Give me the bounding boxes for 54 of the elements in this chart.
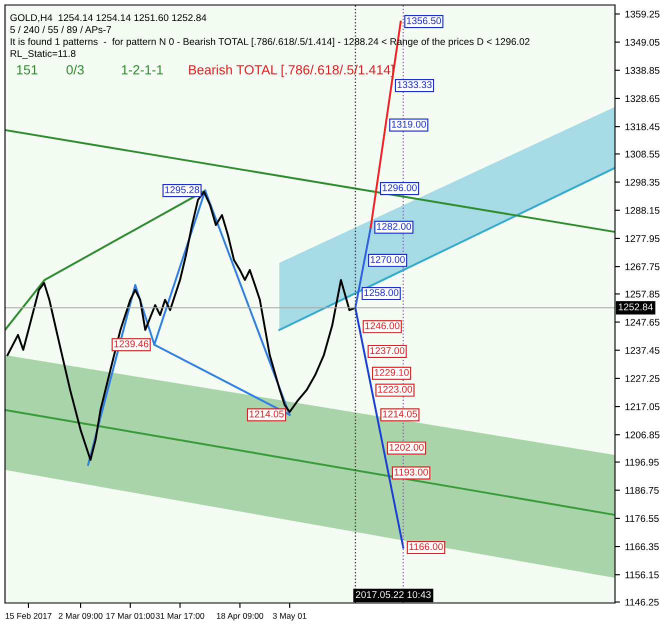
- y-tick-label: 1267.75: [625, 263, 660, 270]
- annotation: 1319.00: [392, 120, 426, 128]
- y-tick-label: 1206.85: [625, 431, 660, 438]
- ref-line-label: 2017.05.22 10:43: [356, 591, 431, 598]
- annotation: 1296.00: [382, 184, 417, 192]
- x-tick-label: 3 May 01: [272, 612, 306, 620]
- annotation: 1223.00: [378, 386, 412, 393]
- annotation: 151: [16, 65, 38, 74]
- annotation: 1356.50: [406, 17, 442, 24]
- annotation: 1333.33: [398, 81, 432, 88]
- x-tick-label: 18 Apr 09:00: [216, 612, 264, 620]
- y-tick-label: 1318.45: [625, 123, 660, 130]
- annotation: 1239.46: [114, 340, 148, 348]
- y-tick-label: 1298.35: [625, 178, 660, 186]
- y-tick-label: 1257.85: [625, 290, 660, 298]
- annotation: RL_Static=11.8: [10, 50, 76, 59]
- y-tick-label: 1146.25: [625, 598, 659, 606]
- y-tick-label: 1166.35: [625, 543, 659, 550]
- annotation: 1229.10: [374, 369, 409, 376]
- annotation: 1202.00: [390, 444, 424, 451]
- annotation: 1270.00: [370, 256, 405, 263]
- y-tick-label: 1277.95: [625, 235, 660, 242]
- annotation: 1237.00: [370, 347, 404, 354]
- x-tick-label: 15 Feb 2017: [6, 612, 52, 619]
- y-tick-label: 1308.55: [625, 150, 660, 158]
- x-tick-label: 17 Mar 01:00: [106, 612, 155, 619]
- annotation: 1282.00: [377, 222, 412, 230]
- annotation: 5 / 240 / 55 / 89 / APs-7: [10, 26, 111, 34]
- y-tick-label: 1328.65: [625, 95, 660, 102]
- annotation: 1214.05: [250, 410, 284, 418]
- y-tick-label: 1186.75: [625, 486, 659, 494]
- x-tick-label: 2 Mar 09:00: [58, 612, 102, 619]
- annotation: GOLD,H4 1254.14 1254.14 1251.60 1252.84: [10, 14, 206, 22]
- annotation: 1258.00: [364, 289, 398, 296]
- y-tick-label: 1196.95: [625, 458, 659, 466]
- x-tick-label: 31 Mar 17:00: [156, 612, 204, 619]
- y-tick-label: 1349.05: [625, 38, 660, 46]
- y-tick-label: 1338.85: [625, 67, 660, 74]
- annotation: 1193.00: [394, 468, 428, 476]
- annotation: 1-2-1-1: [122, 65, 163, 74]
- y-tick-label: 1156.15: [625, 571, 659, 578]
- y-tick-label: 1237.45: [625, 346, 660, 354]
- annotation: 0/3: [66, 64, 84, 74]
- y-tick-label: 1227.25: [625, 375, 660, 382]
- annotation: 1295.28: [165, 186, 200, 194]
- annotation: 1246.00: [365, 322, 400, 330]
- y-tick-label: 1217.05: [625, 403, 660, 410]
- y-tick-label: 1176.55: [625, 515, 659, 522]
- ref-line-label: 1252.84: [618, 303, 653, 310]
- annotation: 1166.00: [410, 543, 443, 550]
- y-tick-label: 1288.15: [625, 207, 660, 214]
- y-tick-label: 1359.25: [625, 10, 660, 18]
- annotation: 1214.05: [383, 410, 418, 418]
- y-tick-label: 1247.65: [625, 318, 660, 326]
